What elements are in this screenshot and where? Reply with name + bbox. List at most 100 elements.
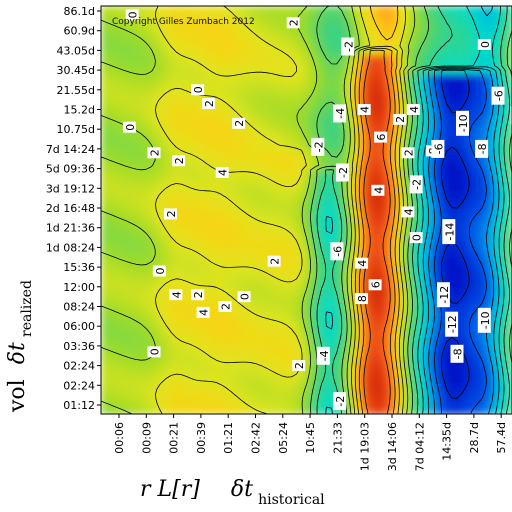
heatmap-cell bbox=[436, 307, 445, 318]
heatmap-cell bbox=[279, 15, 287, 27]
heatmap-cell bbox=[162, 316, 171, 328]
heatmap-cell bbox=[498, 132, 506, 143]
heatmap-cell bbox=[292, 161, 301, 172]
heatmap-cell bbox=[190, 142, 198, 153]
heatmap-cell bbox=[299, 346, 308, 357]
heatmap-cell bbox=[416, 132, 424, 143]
heatmap-cell bbox=[402, 200, 410, 211]
heatmap-cell bbox=[491, 248, 499, 260]
heatmap-cell bbox=[231, 316, 239, 328]
heatmap-cell bbox=[251, 229, 260, 240]
x-tick-label: 7d 04:12 bbox=[413, 422, 426, 471]
heatmap-cell bbox=[135, 384, 143, 396]
heatmap-cell bbox=[340, 25, 349, 36]
heatmap-cell bbox=[498, 239, 506, 250]
heatmap-cell bbox=[498, 278, 506, 289]
heatmap-cell bbox=[388, 200, 397, 211]
heatmap-cell bbox=[224, 287, 232, 299]
heatmap-cell bbox=[217, 112, 225, 124]
heatmap-cell bbox=[272, 307, 280, 318]
heatmap-cell bbox=[217, 161, 225, 172]
heatmap-cell bbox=[443, 44, 451, 56]
heatmap-cell bbox=[128, 132, 136, 143]
heatmap-cell bbox=[306, 394, 314, 405]
heatmap-cell bbox=[368, 219, 376, 231]
heatmap-cell bbox=[114, 122, 123, 133]
heatmap-cell bbox=[292, 122, 301, 133]
heatmap-cell bbox=[429, 316, 438, 328]
heatmap-cell bbox=[416, 394, 424, 405]
heatmap-cell bbox=[470, 122, 479, 133]
heatmap-cell bbox=[416, 258, 424, 269]
heatmap-cell bbox=[155, 171, 164, 182]
heatmap-cell bbox=[381, 297, 390, 308]
x-axis-title-delta: δt bbox=[231, 477, 253, 502]
contour-label-text: -2 bbox=[342, 41, 355, 52]
heatmap-cell bbox=[347, 132, 356, 143]
heatmap-cell bbox=[327, 190, 335, 201]
heatmap-cell bbox=[285, 375, 294, 386]
heatmap-cell bbox=[422, 239, 431, 250]
heatmap-cell bbox=[422, 355, 431, 367]
heatmap-cell bbox=[299, 229, 308, 240]
heatmap-cell bbox=[327, 180, 335, 192]
heatmap-cell bbox=[457, 248, 465, 260]
heatmap-cell bbox=[299, 6, 308, 17]
heatmap-cell bbox=[183, 200, 191, 211]
heatmap-cell bbox=[299, 112, 308, 124]
heatmap-cell bbox=[333, 190, 342, 201]
heatmap-cell bbox=[176, 316, 184, 328]
heatmap-cell bbox=[416, 103, 424, 114]
heatmap-cell bbox=[251, 112, 260, 124]
heatmap-cell bbox=[224, 44, 232, 56]
heatmap-cell bbox=[224, 54, 232, 65]
heatmap-cell bbox=[148, 210, 157, 221]
heatmap-cell bbox=[244, 248, 253, 260]
heatmap-cell bbox=[121, 74, 129, 85]
heatmap-cell bbox=[299, 44, 308, 56]
heatmap-cell bbox=[409, 122, 417, 133]
heatmap-cell bbox=[368, 161, 376, 172]
heatmap-cell bbox=[142, 64, 150, 75]
heatmap-cell bbox=[306, 384, 314, 396]
heatmap-cell bbox=[107, 307, 116, 318]
heatmap-cell bbox=[347, 190, 356, 201]
heatmap-cell bbox=[457, 6, 465, 17]
heatmap-cell bbox=[443, 355, 451, 367]
heatmap-cell bbox=[443, 103, 451, 114]
heatmap-cell bbox=[196, 180, 205, 192]
heatmap-cell bbox=[422, 278, 431, 289]
heatmap-cell bbox=[121, 132, 129, 143]
heatmap-cell bbox=[477, 355, 486, 367]
heatmap-cell bbox=[238, 132, 246, 143]
heatmap-cell bbox=[402, 365, 410, 376]
heatmap-cell bbox=[101, 44, 109, 56]
heatmap-cell bbox=[265, 180, 273, 192]
heatmap-cell bbox=[484, 375, 493, 386]
heatmap-cell bbox=[320, 93, 328, 104]
heatmap-cell bbox=[491, 171, 499, 182]
heatmap-cell bbox=[402, 64, 410, 75]
heatmap-cell bbox=[361, 64, 369, 75]
heatmap-cell bbox=[190, 15, 198, 27]
contour-label: 6 bbox=[368, 279, 383, 291]
heatmap-cell bbox=[285, 6, 294, 17]
contour-label: -6 bbox=[431, 139, 445, 158]
heatmap-cell bbox=[101, 93, 109, 104]
heatmap-cell bbox=[190, 161, 198, 172]
heatmap-cell bbox=[128, 44, 136, 56]
heatmap-cell bbox=[231, 35, 239, 46]
heatmap-cell bbox=[464, 103, 472, 114]
heatmap-cell bbox=[244, 404, 253, 414]
heatmap-cell bbox=[251, 15, 260, 27]
heatmap-cell bbox=[114, 64, 123, 75]
heatmap-cell bbox=[217, 122, 225, 133]
heatmap-cell bbox=[327, 35, 335, 46]
heatmap-cell bbox=[210, 404, 219, 414]
heatmap-cell bbox=[327, 93, 335, 104]
heatmap-cell bbox=[203, 112, 212, 124]
heatmap-cell bbox=[169, 171, 177, 182]
heatmap-cell bbox=[217, 210, 225, 221]
heatmap-cell bbox=[484, 384, 493, 396]
heatmap-cell bbox=[436, 74, 445, 85]
